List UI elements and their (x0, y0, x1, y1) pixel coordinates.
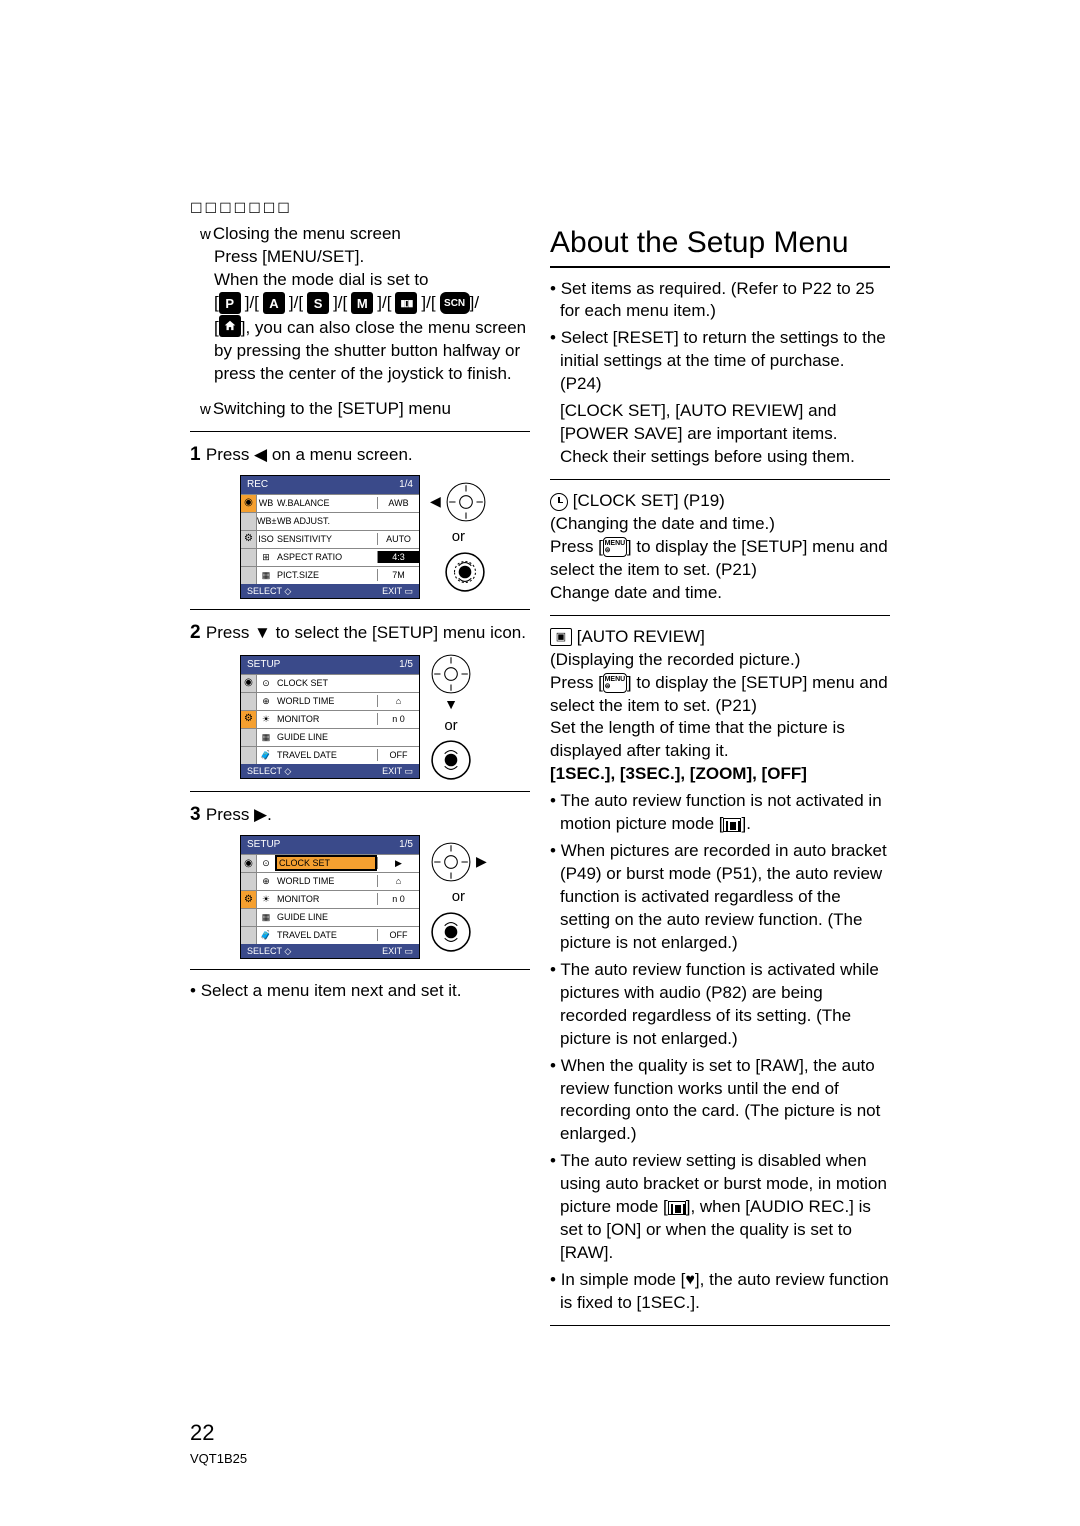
close-line2: When the mode dial is set to (190, 269, 530, 292)
section-dots: ☐☐☐☐☐☐☐ (190, 200, 890, 217)
mode-scn-icon: SCN (440, 292, 470, 314)
switch-heading: Switching to the [SETUP] menu (190, 398, 530, 421)
auto-title: [AUTO REVIEW] (577, 627, 705, 646)
step-3-num: 3 (190, 804, 206, 825)
rec-menu-screenshot: REC1/4 ◉WBW.BALANCEAWB WB±WB ADJUST. ⚙IS… (240, 475, 420, 599)
dpad-icon (445, 481, 487, 523)
clock-title: [CLOCK SET] (P19) (573, 491, 725, 510)
or-text: or (430, 887, 487, 907)
auto-li4: When the quality is set to [RAW], the au… (550, 1055, 890, 1147)
setup-menu-screenshot-2: SETUP1/5 ◉⊙CLOCK SET▶ ⊕WORLD TIME⌂ ⚙☀MON… (240, 835, 420, 959)
auto-li2: When pictures are recorded in auto brack… (550, 840, 890, 955)
joystick-icon (430, 911, 472, 953)
close-line3: , you can also close the menu screen by … (214, 318, 526, 383)
step-2-text: Press ▼ to select the [SETUP] menu icon. (206, 623, 526, 642)
page-number: 22 (190, 1420, 214, 1446)
left-column: Closing the menu screen Press [MENU/SET]… (190, 223, 530, 1007)
joystick-icon (430, 739, 472, 781)
dpad-icon (430, 653, 472, 695)
step-3-text: Press ▶. (206, 805, 272, 824)
motion-picture-icon (668, 1201, 686, 1215)
heart-icon: ♥ (685, 1272, 695, 1289)
doc-id: VQT1B25 (190, 1451, 247, 1466)
clock-sub: (Changing the date and time.) (550, 513, 890, 536)
auto-sub: (Displaying the recorded picture.) (550, 649, 890, 672)
left-arrow-icon: ◀ (430, 492, 441, 511)
mode-a-icon: A (263, 292, 285, 314)
auto-b2: Set the length of time that the picture … (550, 717, 890, 763)
auto-li3: The auto review function is activated wh… (550, 959, 890, 1051)
setup-menu-screenshot-1: SETUP1/5 ◉⊙CLOCK SET ⊕WORLD TIME⌂ ⚙☀MONI… (240, 655, 420, 779)
mode-house-icon (219, 315, 241, 337)
auto-li6: In simple mode [♥], the auto review func… (550, 1269, 890, 1315)
closing-heading: Closing the menu screen (190, 223, 530, 246)
mode-m-icon: M (351, 292, 373, 314)
intro-2: Select [RESET] to return the settings to… (550, 327, 890, 396)
mode-p-icon: P (219, 292, 241, 314)
clock-icon (550, 493, 568, 511)
auto-li5: The auto review setting is disabled when… (550, 1150, 890, 1265)
step-1-text: Press ◀ on a menu screen. (206, 445, 413, 464)
auto-b1a: Press [ (550, 673, 603, 692)
menu-set-button-icon: MENU⊜ (603, 537, 627, 557)
setup-heading: About the Setup Menu (550, 223, 890, 268)
step-1-num: 1 (190, 444, 206, 465)
right-arrow-icon: ▶ (476, 852, 487, 871)
auto-review-icon: ▣ (550, 628, 572, 646)
intro-1: Set items as required. (Refer to P22 to … (550, 278, 890, 324)
right-column: About the Setup Menu Set items as requir… (550, 223, 890, 1336)
step-2-num: 2 (190, 622, 206, 643)
joystick-icon (444, 551, 486, 593)
clock-b1a: Press [ (550, 537, 603, 556)
auto-li1: The auto review function is not activate… (550, 790, 890, 836)
dpad-icon (430, 841, 472, 883)
mode-dial-icons: P]/[ A]/[ S]/[ M]/[ ▮▯▮]/[ SCN (219, 292, 470, 315)
intro-3: [CLOCK SET], [AUTO REVIEW] and [POWER SA… (550, 400, 890, 469)
mode-motion-icon: ▮▯▮ (395, 292, 417, 314)
clock-b2: Change date and time. (550, 582, 890, 605)
down-arrow-icon: ▼ (430, 695, 472, 714)
mode-s-icon: S (307, 292, 329, 314)
select-note: Select a menu item next and set it. (190, 980, 530, 1003)
auto-opts: [1SEC.], [3SEC.], [ZOOM], [OFF] (550, 763, 890, 786)
motion-picture-icon (723, 818, 741, 832)
or-text: or (430, 716, 472, 736)
or-text: or (430, 527, 487, 547)
close-line1: Press [MENU/SET]. (190, 246, 530, 269)
menu-set-button-icon: MENU⊜ (603, 673, 627, 693)
